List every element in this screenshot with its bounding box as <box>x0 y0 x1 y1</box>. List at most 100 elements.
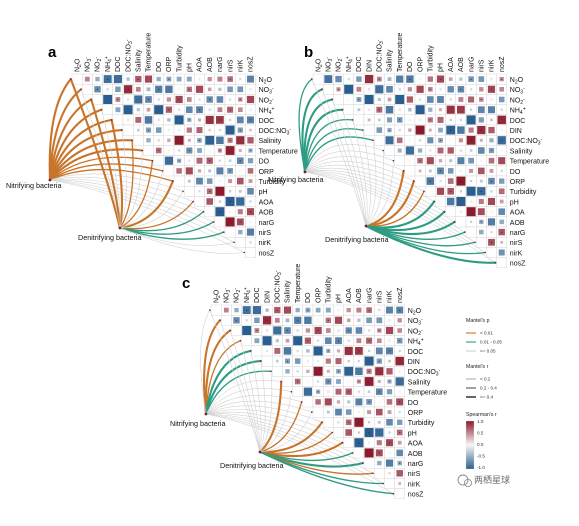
variable-label-nh4plus: NH4+ <box>510 107 526 117</box>
correlation-cell <box>356 97 362 102</box>
correlation-cell <box>376 127 383 133</box>
significance-mark: * <box>491 241 493 246</box>
significance-mark: * <box>480 220 482 225</box>
variable-label-orp: ORP <box>510 179 526 186</box>
correlation-cell <box>295 307 300 313</box>
correlation-cell <box>427 86 433 92</box>
variable-label-temperature: Temperature <box>408 390 447 397</box>
correlation-cell <box>238 189 242 193</box>
correlation-cell <box>285 318 290 323</box>
correlation-cell <box>275 359 279 363</box>
correlation-cell <box>103 75 112 84</box>
correlation-cell <box>500 149 503 152</box>
correlation-cell <box>216 96 224 103</box>
variable-label-doc: DOC <box>356 56 363 72</box>
correlation-cell <box>398 390 401 393</box>
variable-label-doc: DOC <box>115 56 122 72</box>
variable-label-n2o: N2O <box>74 58 83 72</box>
mantel-link <box>205 413 364 464</box>
correlation-cell <box>316 319 320 322</box>
correlation-cell <box>396 137 403 144</box>
significance-mark: * <box>148 128 150 133</box>
link-endpoint <box>423 190 425 193</box>
correlation-cell <box>408 128 412 132</box>
correlation-cell <box>157 98 160 101</box>
correlation-cell <box>408 159 412 162</box>
correlation-cell <box>355 367 363 376</box>
significance-mark: * <box>378 329 380 334</box>
correlation-cell-frame <box>153 155 165 167</box>
correlation-cell <box>215 186 225 196</box>
correlation-cell <box>447 188 454 195</box>
correlation-cell-frame <box>312 73 324 85</box>
link-endpoint <box>433 200 436 203</box>
correlation-cell <box>356 338 362 344</box>
correlation-cell <box>449 98 452 101</box>
correlation-cell <box>254 317 260 324</box>
correlation-cell <box>126 118 130 122</box>
correlation-cell <box>167 118 171 122</box>
wechat-icon <box>457 474 469 486</box>
correlation-cell <box>488 238 495 246</box>
correlation-cell <box>197 148 202 153</box>
correlation-cell <box>157 118 160 122</box>
correlation-cell <box>274 317 280 323</box>
correlation-cell <box>468 76 474 82</box>
correlation-cell <box>438 137 443 143</box>
variable-label-nirs: nirS <box>510 240 523 247</box>
link-endpoint <box>182 190 184 193</box>
significance-mark: * <box>378 77 380 82</box>
variable-label-narg: narG <box>468 56 475 72</box>
correlation-cell <box>314 326 322 335</box>
link-endpoint <box>413 180 415 182</box>
significance-mark: * <box>239 128 241 133</box>
correlation-cell <box>488 177 495 185</box>
variable-label-aoa: AOA <box>408 441 423 448</box>
correlation-cell <box>377 379 381 384</box>
correlation-cell <box>186 97 192 102</box>
correlation-cell <box>490 98 493 101</box>
correlation-cell <box>223 307 229 313</box>
correlation-cell <box>477 167 485 175</box>
correlation-cell <box>477 125 486 135</box>
significance-mark: * <box>209 98 211 103</box>
correlation-cell <box>227 137 233 143</box>
watermark: 两栖星球 <box>457 474 510 487</box>
significance-mark: * <box>358 98 360 103</box>
correlation-cell <box>247 158 254 164</box>
variable-label-nirk: nirK <box>259 240 272 247</box>
correlation-cell <box>418 77 422 81</box>
link-endpoint <box>151 159 154 162</box>
correlation-cell <box>196 177 203 185</box>
correlation-cell-frame <box>204 206 216 218</box>
mantel-link <box>362 129 371 227</box>
correlation-cell <box>249 128 252 132</box>
mantel-link <box>205 413 353 454</box>
correlation-cell-frame <box>333 427 344 438</box>
significance-mark: * <box>480 128 482 133</box>
correlation-cell <box>197 137 202 143</box>
correlation-cell <box>355 347 363 355</box>
correlation-cell-frame <box>404 165 416 177</box>
link-endpoint <box>100 108 103 111</box>
mantel-link <box>364 224 497 264</box>
link-endpoint <box>219 319 221 322</box>
correlation-cell <box>364 356 374 366</box>
variable-label-temperature: Temperature <box>397 33 404 72</box>
variable-label-salinity: Salinity <box>510 148 533 155</box>
correlation-cell <box>478 117 484 123</box>
correlation-cell <box>477 106 485 114</box>
variable-label-nosz: nosZ <box>259 250 275 257</box>
group-node <box>364 224 368 228</box>
link-endpoint <box>392 159 395 162</box>
correlation-cell <box>176 158 182 163</box>
correlation-cell-frame <box>374 468 385 479</box>
correlation-cell <box>228 118 232 122</box>
significance-mark: * <box>317 390 319 395</box>
correlation-cell <box>187 179 191 183</box>
mantel-link <box>119 227 245 254</box>
correlation-cell <box>344 366 354 376</box>
correlation-cell <box>284 327 291 334</box>
variable-label-no3minus: NO3- <box>408 317 423 327</box>
correlation-cell <box>376 388 383 395</box>
